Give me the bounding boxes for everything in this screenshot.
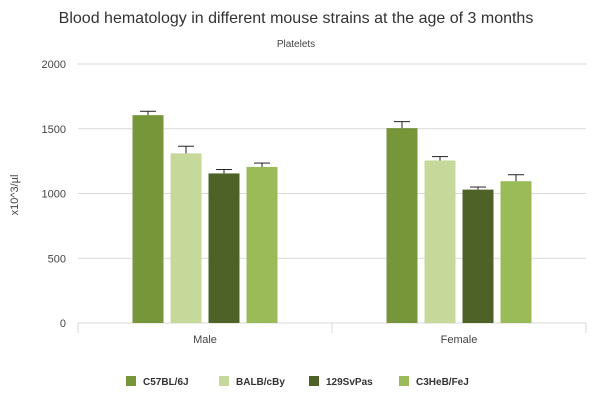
legend-label: C3HeB/FeJ xyxy=(416,377,469,388)
bar xyxy=(462,189,494,323)
y-axis-label: x10^3/µl xyxy=(9,175,21,216)
bar xyxy=(424,160,456,323)
bar xyxy=(208,173,240,323)
chart-title: Blood hematology in different mouse stra… xyxy=(58,10,534,27)
y-tick-label: 500 xyxy=(48,253,66,265)
bar xyxy=(132,115,164,323)
legend-label: 129SvPas xyxy=(326,377,373,388)
y-tick-label: 1500 xyxy=(42,124,66,136)
legend-label: C57BL/6J xyxy=(143,377,189,388)
x-category-label: Male xyxy=(193,334,217,346)
y-tick-label: 2000 xyxy=(42,59,66,71)
legend-swatch xyxy=(126,376,136,386)
legend-label: BALB/cBy xyxy=(236,377,285,388)
bar xyxy=(500,181,532,323)
legend-swatch xyxy=(399,376,409,386)
x-category-label: Female xyxy=(441,334,478,346)
y-tick-label: 0 xyxy=(60,318,66,330)
chart-subtitle: Platelets xyxy=(276,39,316,50)
legend-swatch xyxy=(219,376,229,386)
y-tick-label: 1000 xyxy=(42,189,66,201)
bar xyxy=(246,166,278,323)
legend-swatch xyxy=(309,376,319,386)
bar xyxy=(386,128,418,323)
bar xyxy=(170,153,202,323)
